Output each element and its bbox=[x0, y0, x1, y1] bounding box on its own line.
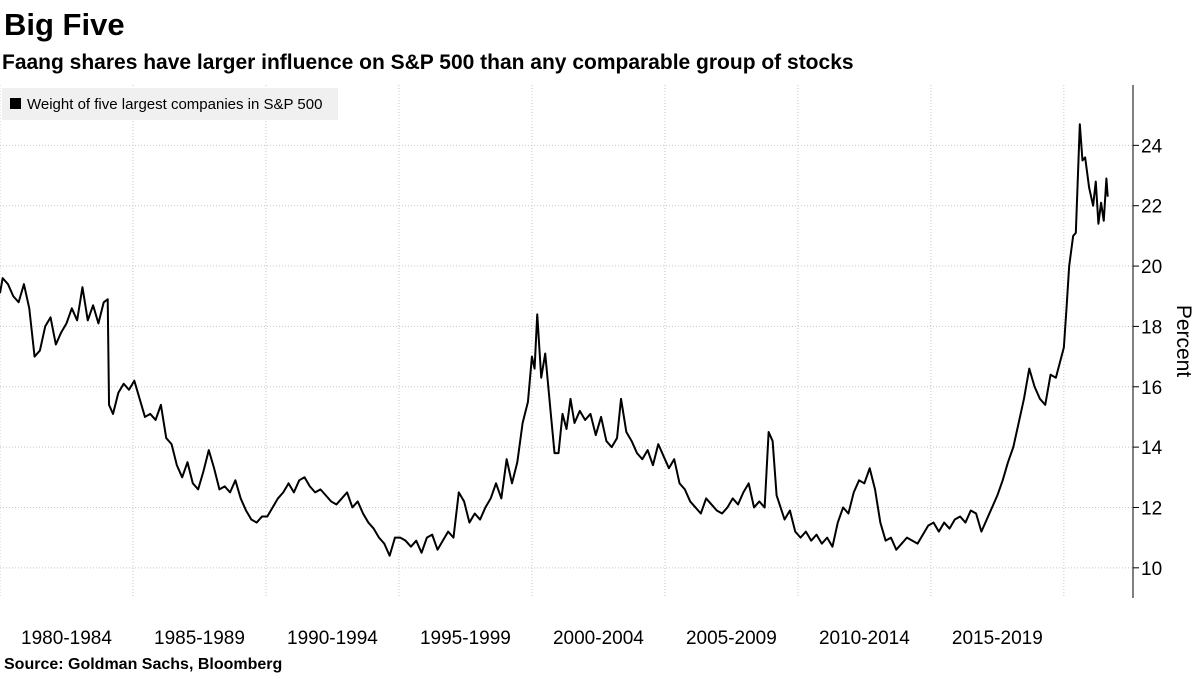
y-tick-label: 10 bbox=[1141, 559, 1162, 580]
y-tick-label: 24 bbox=[1141, 136, 1163, 157]
legend-label: Weight of five largest companies in S&P … bbox=[27, 96, 322, 113]
y-tick-label: 12 bbox=[1141, 498, 1162, 519]
y-tick-label: 20 bbox=[1141, 257, 1162, 278]
y-tick-label: 22 bbox=[1141, 197, 1162, 218]
y-tick-label: 14 bbox=[1141, 438, 1163, 459]
x-tick-label: 2000-2004 bbox=[553, 628, 644, 649]
y-tick-label: 16 bbox=[1141, 378, 1162, 399]
plot bbox=[0, 123, 1109, 557]
source-note: Source: Goldman Sachs, Bloomberg bbox=[4, 656, 282, 673]
x-tick-label: 2010-2014 bbox=[819, 628, 910, 649]
legend-box bbox=[2, 88, 338, 120]
chart-title: Big Five bbox=[4, 7, 125, 42]
x-tick-label: 1995-1999 bbox=[420, 628, 511, 649]
x-tick-label: 1980-1984 bbox=[21, 628, 112, 649]
legend-swatch bbox=[10, 98, 21, 109]
chart-subtitle: Faang shares have larger influence on S&… bbox=[2, 51, 854, 74]
data-line bbox=[0, 123, 1109, 557]
y-axis: 10 12 14 16 18 20 22 24 1980-1984 1985-1989 1990-1… bbox=[21, 85, 1163, 649]
y-tick-label: 18 bbox=[1141, 317, 1162, 338]
x-tick-label: 1985-1989 bbox=[154, 628, 245, 649]
y-axis-label: Percent bbox=[1172, 305, 1195, 378]
x-tick-label: 1990-1994 bbox=[287, 628, 378, 649]
x-tick-label: 2005-2009 bbox=[686, 628, 777, 649]
x-tick-label: 2015-2019 bbox=[952, 628, 1043, 649]
legend: Weight of five largest companies in S&P … bbox=[2, 88, 338, 120]
